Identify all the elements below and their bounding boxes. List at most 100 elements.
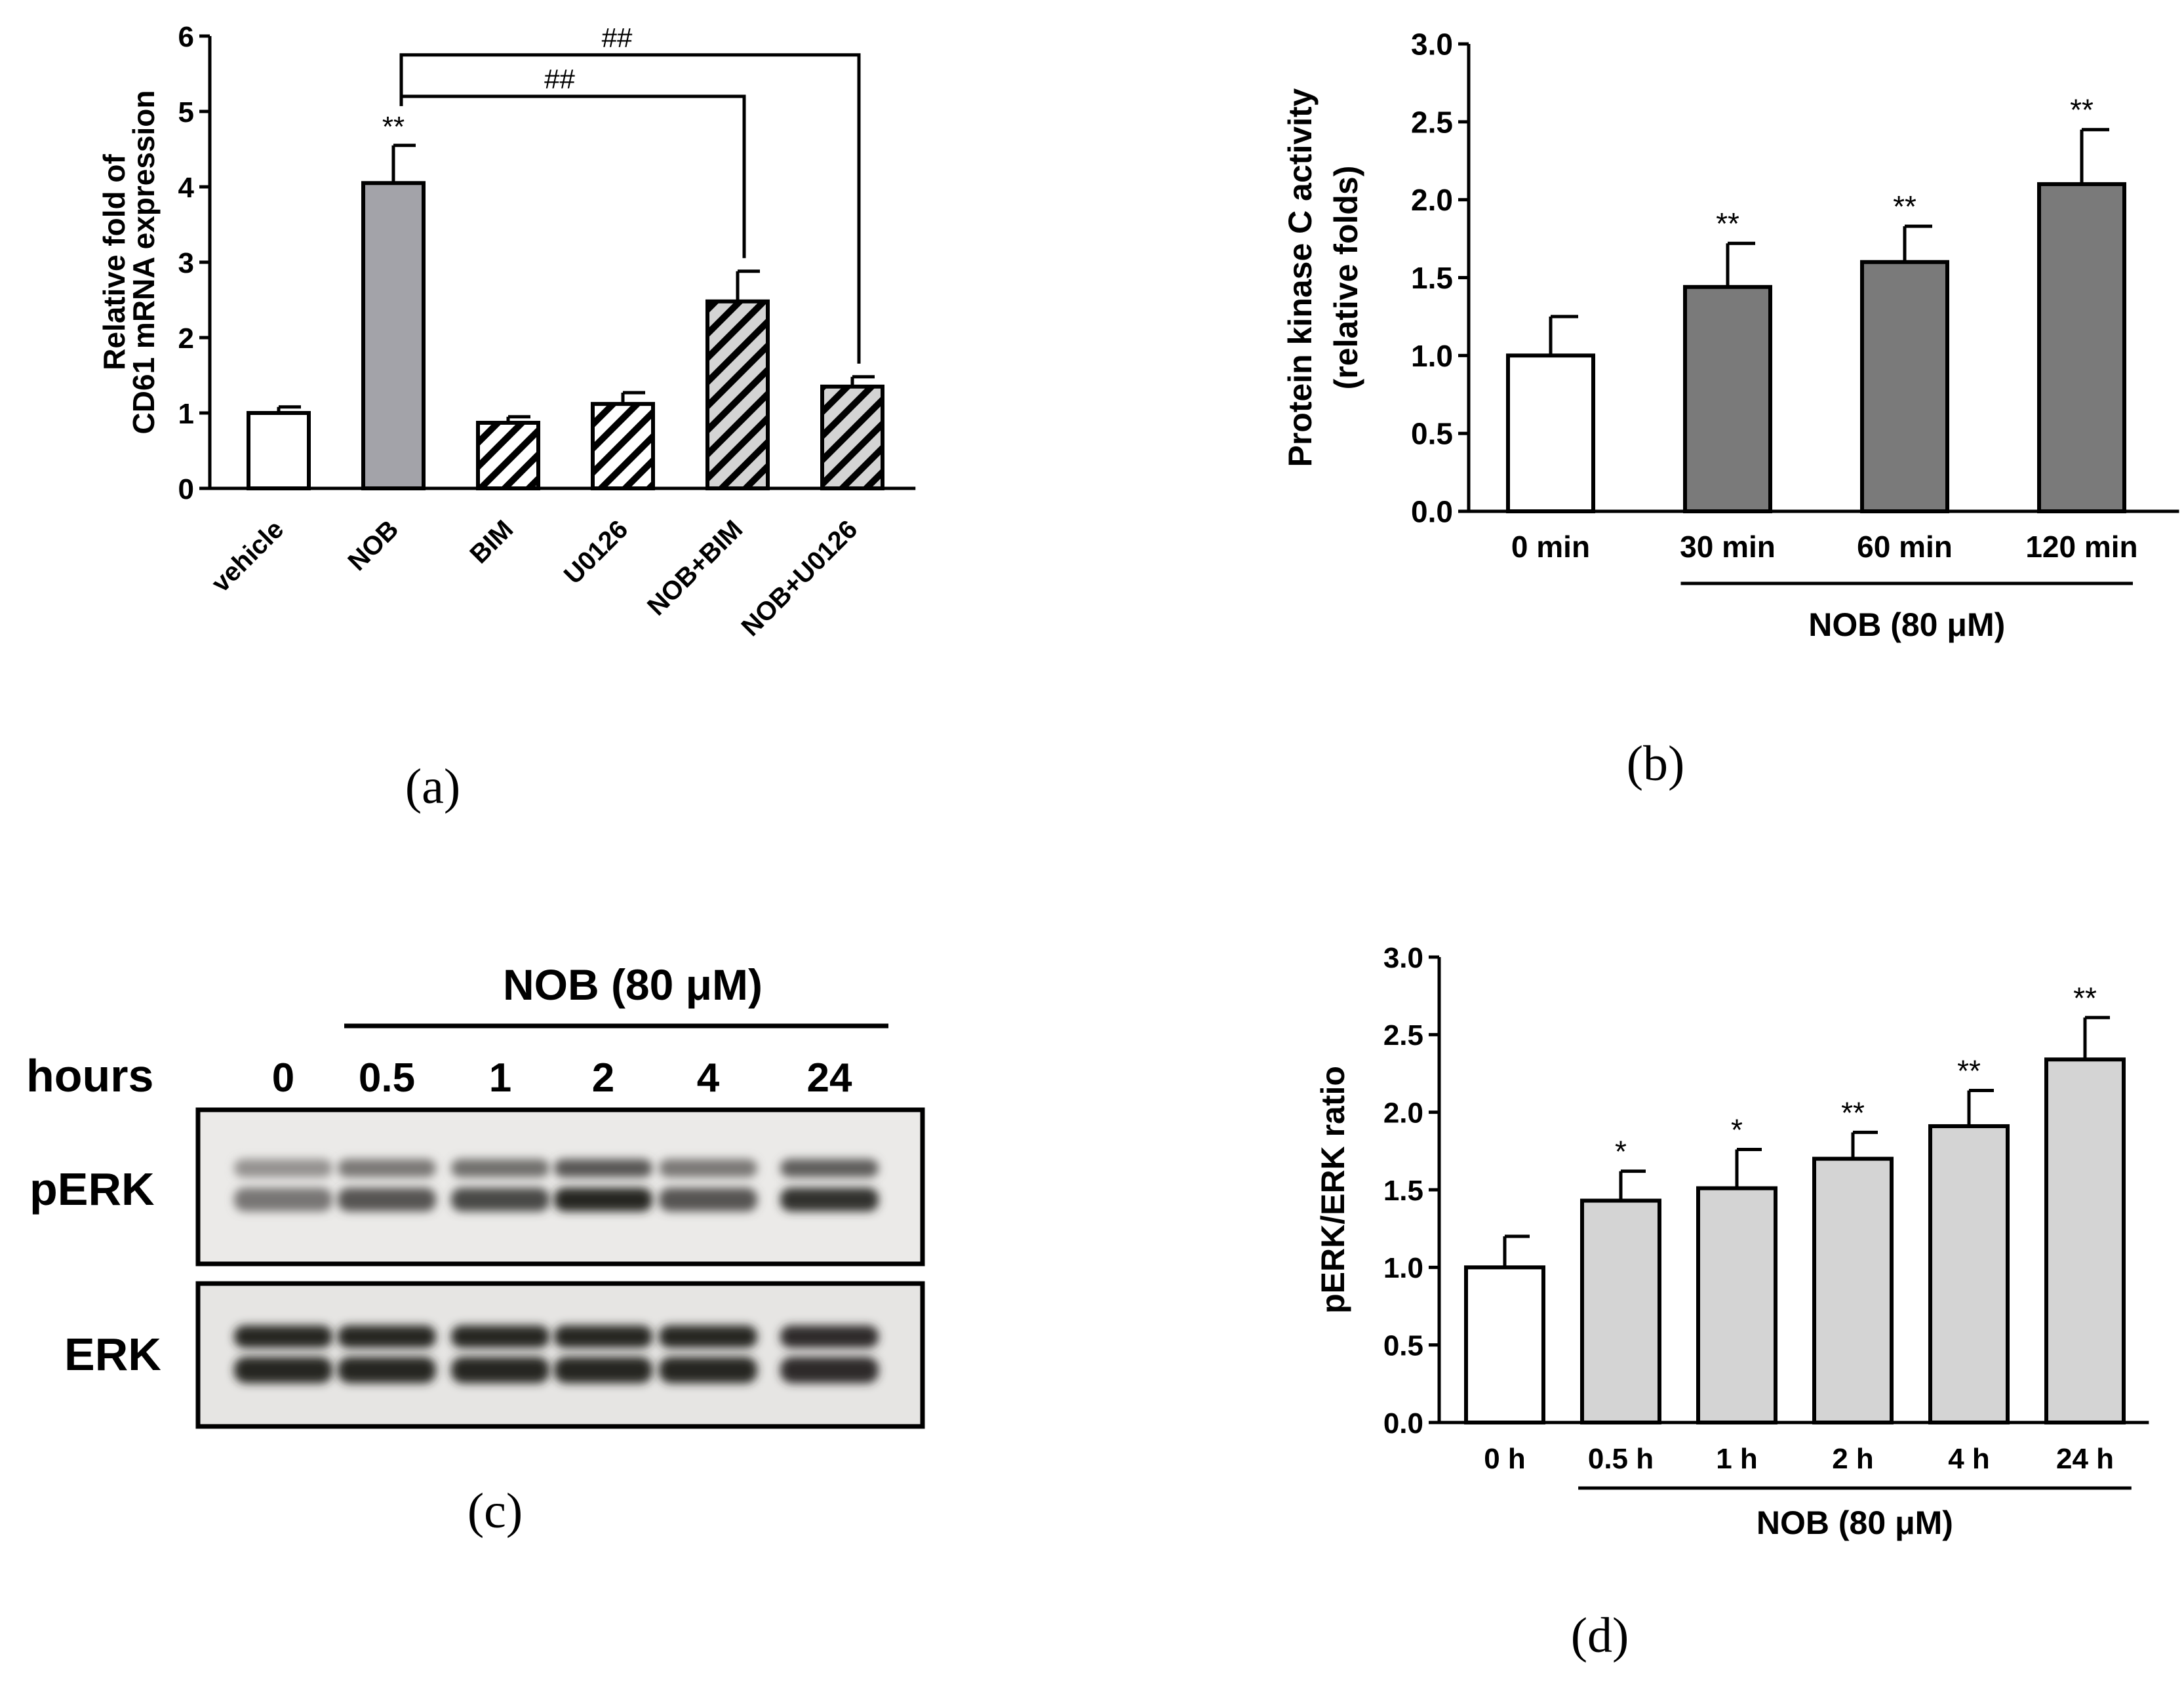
blot-lane-label: 4 [697, 1055, 720, 1101]
y-tick-label: 6 [178, 21, 194, 53]
band-pERK-upper [234, 1159, 332, 1177]
blot-lane-label: 0 [272, 1055, 294, 1101]
y-tick-label: 5 [178, 96, 194, 128]
band-ERK-lower [234, 1357, 332, 1383]
y-tick-label: 1.0 [1411, 339, 1453, 373]
band-pERK-upper [780, 1159, 879, 1177]
bar-120 min [2037, 182, 2126, 513]
y-tick-label: 2 [178, 323, 194, 355]
y-tick-label: 1.5 [1383, 1175, 1423, 1207]
x-tick-label: 2 h [1832, 1443, 1874, 1475]
x-tick-label: 4 h [1948, 1443, 1990, 1475]
x-tick-label: 0.5 h [1588, 1443, 1654, 1475]
y-tick-label: 2.5 [1411, 105, 1453, 139]
band-ERK-lower [338, 1357, 436, 1383]
panel-c-caption: (c) [467, 1483, 523, 1539]
group-label: NOB (80 μM) [1757, 1504, 1953, 1541]
panel-d-chart: 0.0 0.5 1.0 1.5 2.0 2.5 3.0 pERK/ERK ratio 0 h * 0… [1315, 942, 2149, 1663]
x-tick-label: 0 min [1511, 530, 1590, 564]
significance-mark: ** [1716, 206, 1739, 241]
blot-band-label-ERK: ERK [64, 1329, 161, 1380]
band-ERK-lower [659, 1357, 757, 1383]
bar-0 h [1464, 1265, 1545, 1425]
panel-b-chart: 0.0 0.5 1.0 1.5 2.0 2.5 3.0 Protein kinase C ac… [1282, 28, 2179, 791]
bar-vehicle [247, 411, 311, 490]
x-tick-label: 24 h [2056, 1443, 2114, 1475]
y-tick-label: 3.0 [1383, 942, 1423, 974]
x-tick-label: 120 min [2025, 530, 2137, 564]
significance-mark: ** [1841, 1095, 1865, 1129]
y-tick-label: 0.0 [1383, 1407, 1423, 1440]
panel-caption: (d) [1571, 1608, 1629, 1663]
panel-caption: (a) [405, 759, 460, 814]
band-ERK-upper [234, 1325, 332, 1348]
blot-ERK-frame [195, 1281, 925, 1429]
band-pERK-upper [451, 1159, 549, 1177]
bar-4 h [1928, 1124, 2010, 1424]
y-tick-label: 0.0 [1411, 495, 1453, 529]
band-ERK-upper [554, 1325, 652, 1348]
y-tick-label: 2.5 [1383, 1019, 1423, 1051]
band-pERK-lower [451, 1188, 549, 1211]
blot-treatment-label: NOB (80 μM) [503, 960, 763, 1009]
bar-NOB+BIM [705, 299, 770, 490]
bar-BIM [476, 420, 540, 491]
significance-mark: ** [1957, 1054, 1981, 1088]
y-tick-label: 1.0 [1383, 1252, 1423, 1284]
y-axis-label: pERK/ERK ratio [1315, 1066, 1351, 1314]
bar-0 min [1506, 353, 1595, 513]
blot-lane-label: 24 [807, 1055, 852, 1101]
significance-mark: ** [2070, 93, 2094, 127]
y-axis-label: Protein kinase C activity [1282, 88, 1319, 467]
band-ERK-upper [780, 1325, 879, 1348]
bar-1 h [1696, 1186, 1777, 1424]
x-tick-label: 60 min [1857, 530, 1953, 564]
y-tick-label: 4 [178, 172, 195, 204]
blot-lane-label: 0.5 [359, 1055, 415, 1101]
comparison-label: ## [544, 64, 575, 94]
band-ERK-upper [338, 1325, 436, 1348]
bar-60 min [1860, 260, 1949, 513]
blot-band-label-pERK: pERK [30, 1164, 155, 1215]
band-pERK-upper [554, 1159, 652, 1177]
significance-mark: ** [2073, 981, 2097, 1015]
y-axis-label: CD61 mRNA expression [127, 90, 161, 435]
significance-mark: * [1731, 1112, 1743, 1147]
y-tick-label: 0 [178, 473, 194, 505]
x-tick-label: 30 min [1680, 530, 1776, 564]
y-tick-label: 0.5 [1383, 1330, 1423, 1362]
band-pERK-lower [659, 1188, 757, 1211]
bar-NOB [361, 181, 426, 490]
band-ERK-lower [451, 1357, 549, 1383]
x-tick-label: NOB [342, 515, 404, 576]
y-tick-label: 3.0 [1411, 28, 1453, 62]
x-tick-label: U0126 [559, 515, 633, 589]
band-pERK-upper [338, 1159, 436, 1177]
band-pERK-upper [659, 1159, 757, 1177]
x-tick-label: BIM [464, 515, 519, 569]
x-tick-label: NOB+U0126 [736, 515, 864, 642]
y-axis-label: Relative fold of [97, 153, 131, 370]
significance-mark: ** [1893, 189, 1916, 224]
blot-lane-labels: 0 0.5 1 2 4 24 [272, 1055, 852, 1101]
x-tick-label: 0 h [1484, 1443, 1526, 1475]
panel-caption: (b) [1627, 736, 1685, 791]
bar-2 h [1812, 1156, 1894, 1424]
y-tick-label: 1 [178, 398, 194, 430]
blot-row-label: hours [26, 1050, 153, 1101]
band-pERK-lower [780, 1188, 879, 1211]
bar-NOB+U0126 [820, 384, 884, 490]
blot-pERK-frame [195, 1107, 925, 1266]
panel-c-western-blot: NOB (80 μM) hours 0 0.5 1 2 4 24 pERK ERK (c) [26, 960, 925, 1539]
significance-mark: ** [382, 111, 405, 143]
band-pERK-lower [554, 1188, 652, 1211]
comparison-label: ## [602, 22, 633, 53]
bar-U0126 [591, 402, 655, 491]
band-ERK-upper [659, 1325, 757, 1348]
band-ERK-lower [554, 1357, 652, 1383]
band-ERK-upper [451, 1325, 549, 1348]
group-label: NOB (80 μM) [1808, 606, 2005, 643]
significance-mark: * [1615, 1135, 1627, 1169]
